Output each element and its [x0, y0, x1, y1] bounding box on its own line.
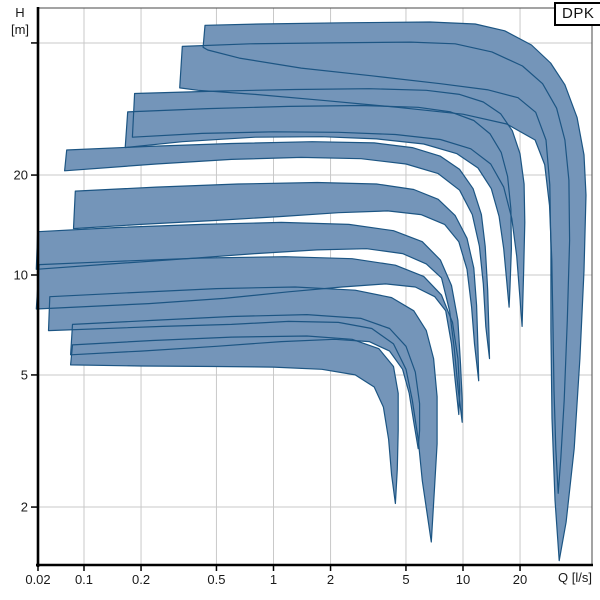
- x-tick-label: 20: [513, 572, 527, 587]
- x-tick-label: 0.2: [132, 572, 150, 587]
- y-tick-label: 10: [14, 268, 28, 283]
- pump-band-outline: [69, 335, 399, 505]
- pump-band-fill: [125, 105, 512, 308]
- pump-band-outline: [179, 41, 571, 494]
- pump-band-outline: [47, 286, 438, 543]
- pump-band-fill: [179, 42, 570, 494]
- pump-band-outline: [69, 314, 421, 450]
- pump-band-outline: [131, 88, 526, 327]
- pump-band-outline: [35, 221, 463, 423]
- pump-band-fill: [64, 141, 490, 359]
- x-tick-label: 2: [327, 572, 334, 587]
- chart-title-badge: DPK: [554, 2, 600, 26]
- y-tick-label: 5: [21, 367, 28, 382]
- y-axis-label-line1: H: [15, 5, 25, 20]
- x-tick-label: 0.5: [207, 572, 225, 587]
- x-tick-label: 1: [270, 572, 277, 587]
- x-tick-label: 0.02: [25, 572, 50, 587]
- pump-band-outline: [35, 256, 461, 416]
- x-tick-label: 10: [456, 572, 470, 587]
- y-tick-label: 20: [14, 168, 28, 183]
- pump-band-outline: [124, 104, 512, 308]
- pump-band-fill: [70, 336, 399, 504]
- y-tick-label: 2: [21, 500, 28, 515]
- pump-band-outline: [72, 181, 480, 382]
- y-axis-label: H [m]: [2, 4, 38, 38]
- x-axis-label: Q [l/s]: [558, 570, 592, 585]
- pump-band-fill: [73, 182, 479, 381]
- x-tick-label: 0.1: [75, 572, 93, 587]
- pump-band-outline: [63, 141, 491, 360]
- pump-band-outline: [202, 21, 587, 562]
- pump-band-fill: [203, 22, 586, 561]
- pump-band-fill: [36, 222, 463, 423]
- y-axis-label-line2: [m]: [10, 22, 30, 37]
- x-tick-label: 5: [402, 572, 409, 587]
- pump-band-fill: [48, 287, 438, 542]
